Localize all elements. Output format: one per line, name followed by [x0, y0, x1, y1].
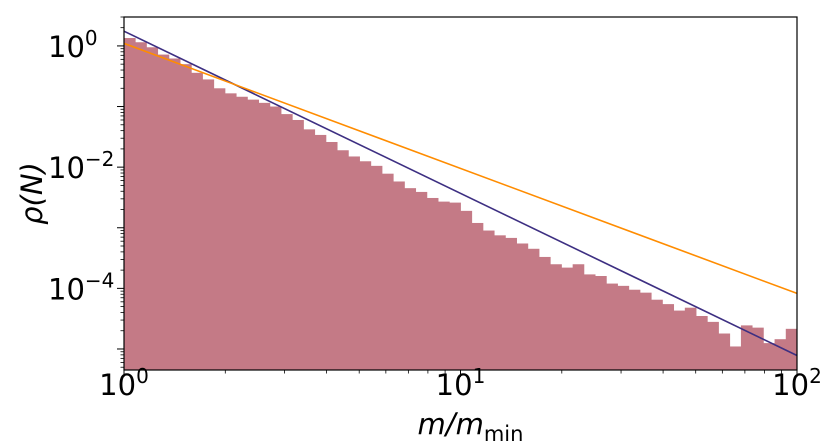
histogram-bar — [191, 72, 203, 370]
x-axis-ticks: 100 101 102 — [99, 364, 822, 402]
histogram-bar — [482, 230, 495, 370]
histogram-bar — [763, 343, 775, 370]
x-axis-label-main: m/m — [418, 407, 484, 441]
x-tick-label: 102 — [772, 364, 822, 402]
histogram-bar — [202, 79, 215, 371]
histogram-bar — [628, 289, 641, 370]
histogram-bar — [236, 96, 248, 370]
histogram-bar — [729, 346, 742, 370]
histogram-bar — [639, 292, 652, 370]
histogram-bar — [583, 274, 596, 370]
histogram-bar — [696, 316, 708, 370]
histogram-bar — [684, 307, 697, 370]
histogram-bar — [213, 88, 226, 370]
histogram-bar — [673, 310, 686, 370]
histogram-bar — [337, 150, 349, 370]
histogram-bar — [460, 210, 473, 370]
histogram-bar — [269, 106, 282, 370]
histogram-bars — [124, 38, 798, 371]
histogram-bar — [393, 181, 405, 370]
histogram-bar — [303, 129, 316, 370]
histogram-bar — [718, 333, 731, 370]
histogram-bar — [426, 197, 439, 370]
histogram-bar — [774, 339, 787, 370]
histogram-bar — [180, 64, 192, 371]
histogram-bar — [359, 161, 372, 370]
histogram-bar — [707, 321, 719, 370]
histogram-bar — [404, 188, 417, 370]
histogram-bar — [135, 42, 147, 371]
histogram-bar — [438, 201, 450, 370]
histogram-bar — [561, 267, 574, 370]
histogram-bar — [325, 141, 338, 370]
histogram-bar — [370, 165, 383, 370]
histogram-bar — [471, 222, 484, 370]
y-tick-label: 100 — [48, 26, 98, 64]
histogram-bar — [617, 285, 630, 370]
histogram-bar — [415, 191, 428, 370]
x-axis-label-sub: min — [484, 422, 524, 446]
histogram-bar — [168, 58, 181, 370]
x-tick-label: 100 — [99, 364, 149, 402]
histogram-bar — [785, 328, 798, 370]
y-axis-label: ρ(N) — [15, 162, 49, 225]
histogram-bar — [527, 248, 540, 370]
histogram-bar — [281, 114, 293, 370]
histogram-bar — [157, 54, 170, 370]
histogram-bar — [550, 264, 562, 370]
histogram-bar — [381, 173, 394, 370]
histogram-bar — [224, 93, 237, 370]
histogram-bar — [247, 99, 259, 370]
fit-line-orange — [123, 42, 798, 295]
x-axis-label: m/mmin — [418, 407, 524, 446]
histogram-bar — [516, 243, 529, 370]
histogram-bar — [595, 276, 607, 370]
histogram-bar — [662, 304, 675, 370]
histogram-bar — [505, 237, 517, 370]
histogram-bar — [572, 264, 585, 370]
histogram-bar — [606, 283, 618, 370]
histogram-bar — [348, 156, 360, 370]
histogram-bar — [292, 119, 304, 370]
histogram-bar — [494, 235, 506, 370]
y-axis-ticks: 100 10−2 10−4 — [48, 16, 124, 368]
histogram-bar — [740, 325, 753, 370]
x-tick-label: 101 — [436, 364, 486, 402]
histogram-bar — [124, 38, 136, 371]
histogram-bar — [258, 102, 271, 370]
y-tick-label: 10−4 — [48, 268, 114, 306]
y-tick-label: 10−2 — [48, 147, 114, 185]
histogram-bar — [449, 202, 461, 370]
histogram-bar — [146, 47, 159, 371]
histogram-bar — [314, 134, 327, 370]
histogram-bar — [752, 327, 764, 370]
histogram-bar — [539, 256, 551, 370]
histogram-bar — [651, 299, 663, 370]
fit-lines — [123, 30, 798, 357]
